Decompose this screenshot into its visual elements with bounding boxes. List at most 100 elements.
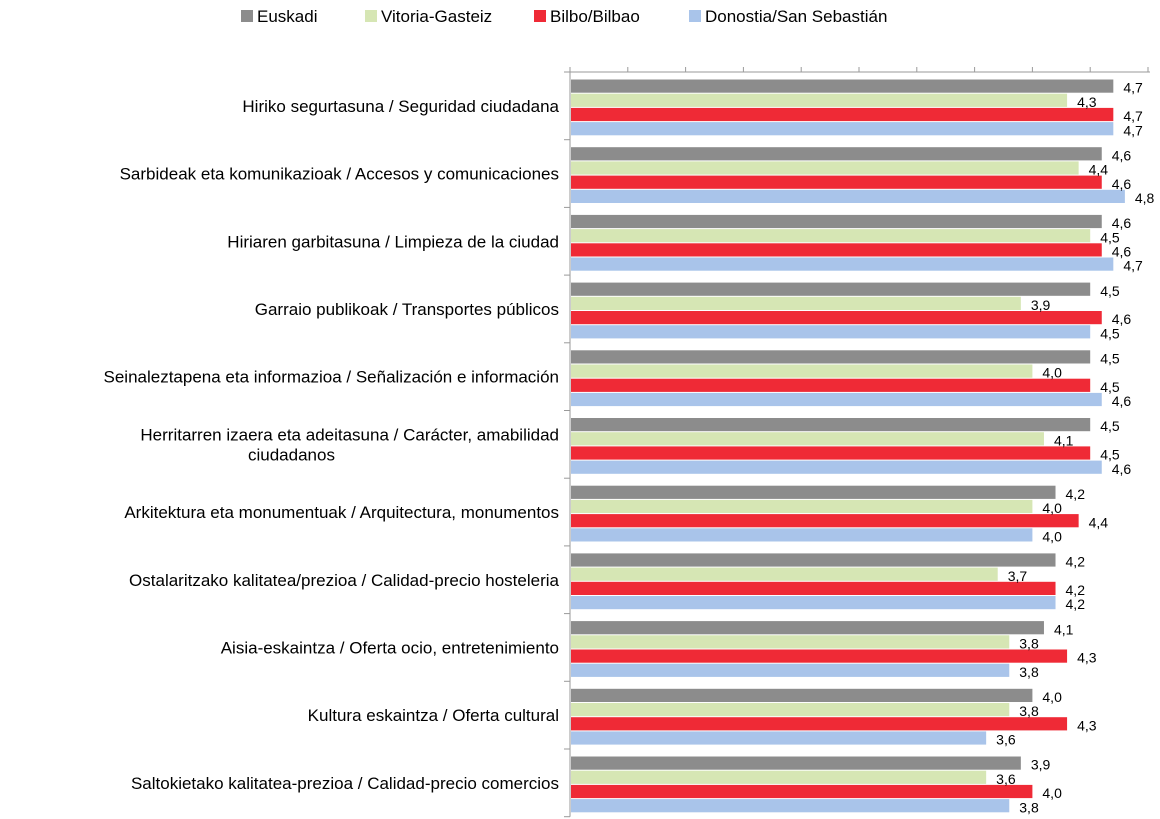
data-label: 3,9 <box>1031 297 1051 313</box>
bar <box>571 553 1056 567</box>
legend-label: Bilbo/Bilbao <box>550 7 640 26</box>
data-label: 4,5 <box>1100 283 1120 299</box>
bar <box>571 364 1033 378</box>
data-label: 4,5 <box>1100 379 1120 395</box>
bar <box>571 311 1102 325</box>
bar <box>571 147 1102 161</box>
data-label: 4,7 <box>1123 80 1143 96</box>
value-axis <box>564 67 1150 818</box>
legend-swatch <box>365 10 377 22</box>
data-label: 4,6 <box>1112 215 1132 231</box>
data-label: 4,5 <box>1100 229 1120 245</box>
data-label: 4,0 <box>1042 365 1062 381</box>
bar <box>571 528 1033 542</box>
data-label: 4,6 <box>1112 176 1132 192</box>
data-label: 4,6 <box>1112 147 1132 163</box>
data-label: 4,1 <box>1054 432 1074 448</box>
bar <box>571 79 1114 93</box>
bar <box>571 581 1056 595</box>
bar <box>571 770 987 784</box>
data-label: 4,5 <box>1100 325 1120 341</box>
bar <box>571 350 1091 364</box>
bar <box>571 257 1114 271</box>
category-label: Arkitektura eta monumentuak / Arquitectu… <box>124 503 559 522</box>
category-label: Sarbideak eta komunikazioak / Accesos y … <box>120 165 559 184</box>
bar <box>571 596 1056 610</box>
data-label: 3,8 <box>1019 799 1039 815</box>
bar <box>571 485 1056 499</box>
legend-label: Donostia/San Sebastián <box>705 7 887 26</box>
data-label: 3,8 <box>1019 664 1039 680</box>
category-label: Kultura eskaintza / Oferta cultural <box>308 706 559 725</box>
category-label: Hiriaren garbitasuna / Limpieza de la ci… <box>227 232 559 251</box>
data-label: 4,6 <box>1112 311 1132 327</box>
bar <box>571 635 1010 649</box>
bar <box>571 717 1068 731</box>
data-label: 4,4 <box>1089 514 1109 530</box>
data-label: 4,6 <box>1112 393 1132 409</box>
data-labels: 4,74,34,74,74,64,44,64,84,64,54,64,74,53… <box>996 80 1154 816</box>
bar <box>571 621 1044 635</box>
bar <box>571 418 1091 432</box>
category-label: Saltokietako kalitatea-prezioa / Calidad… <box>131 774 559 793</box>
category-label: Herritarren izaera eta adeitasuna / Cará… <box>140 425 559 464</box>
bar <box>571 784 1033 799</box>
legend-swatch <box>534 10 546 22</box>
legend-label: Vitoria-Gasteiz <box>381 7 492 26</box>
bar <box>571 229 1091 243</box>
data-label: 3,9 <box>1031 757 1051 773</box>
bar <box>571 296 1021 310</box>
category-label: Hiriko segurtasuna / Seguridad ciudadana <box>242 97 559 116</box>
data-label: 4,4 <box>1089 162 1109 178</box>
data-label: 3,6 <box>996 771 1016 787</box>
category-label: Ostalaritzako kalitatea/prezioa / Calida… <box>129 571 559 590</box>
bar <box>571 214 1102 229</box>
bars <box>571 79 1125 813</box>
bar <box>571 392 1102 407</box>
data-label: 4,0 <box>1042 689 1062 705</box>
bar <box>571 161 1079 175</box>
bar <box>571 663 1010 677</box>
data-label: 4,7 <box>1123 122 1143 138</box>
bar <box>571 688 1033 702</box>
data-label: 4,5 <box>1100 447 1120 463</box>
bar <box>571 703 1010 717</box>
data-label: 4,6 <box>1112 244 1132 260</box>
bar <box>571 243 1102 257</box>
bar <box>571 514 1079 528</box>
bar <box>571 122 1114 136</box>
data-label: 4,3 <box>1077 94 1097 110</box>
legend-swatch <box>689 10 701 22</box>
bar <box>571 731 987 745</box>
bar <box>571 799 1010 813</box>
data-label: 3,6 <box>996 732 1016 748</box>
data-label: 4,2 <box>1066 596 1086 612</box>
data-label: 4,2 <box>1066 554 1086 570</box>
data-label: 3,8 <box>1019 636 1039 652</box>
bar <box>571 499 1033 514</box>
category-label: Seinaleztapena eta informazioa / Señaliz… <box>104 368 560 387</box>
data-label: 4,0 <box>1042 529 1062 545</box>
data-label: 4,7 <box>1123 108 1143 124</box>
data-label: 4,5 <box>1100 418 1120 434</box>
data-label: 4,2 <box>1066 582 1086 598</box>
bar <box>571 432 1044 446</box>
data-label: 4,8 <box>1135 190 1155 206</box>
bar <box>571 649 1068 663</box>
data-label: 4,2 <box>1066 486 1086 502</box>
data-label: 4,3 <box>1077 717 1097 733</box>
legend-label: Euskadi <box>257 7 317 26</box>
category-labels: Hiriko segurtasuna / Seguridad ciudadana… <box>104 97 560 793</box>
bar <box>571 189 1125 203</box>
bar <box>571 567 998 581</box>
data-label: 3,7 <box>1008 568 1028 584</box>
data-label: 4,0 <box>1042 785 1062 801</box>
category-label: Garraio publikoak / Transportes públicos <box>255 300 559 319</box>
category-label: Aisia-eskaintza / Oferta ocio, entreteni… <box>221 638 559 657</box>
bar <box>571 756 1021 770</box>
bar <box>571 446 1091 460</box>
bar <box>571 378 1091 392</box>
data-label: 4,1 <box>1054 621 1074 637</box>
data-label: 4,6 <box>1112 461 1132 477</box>
